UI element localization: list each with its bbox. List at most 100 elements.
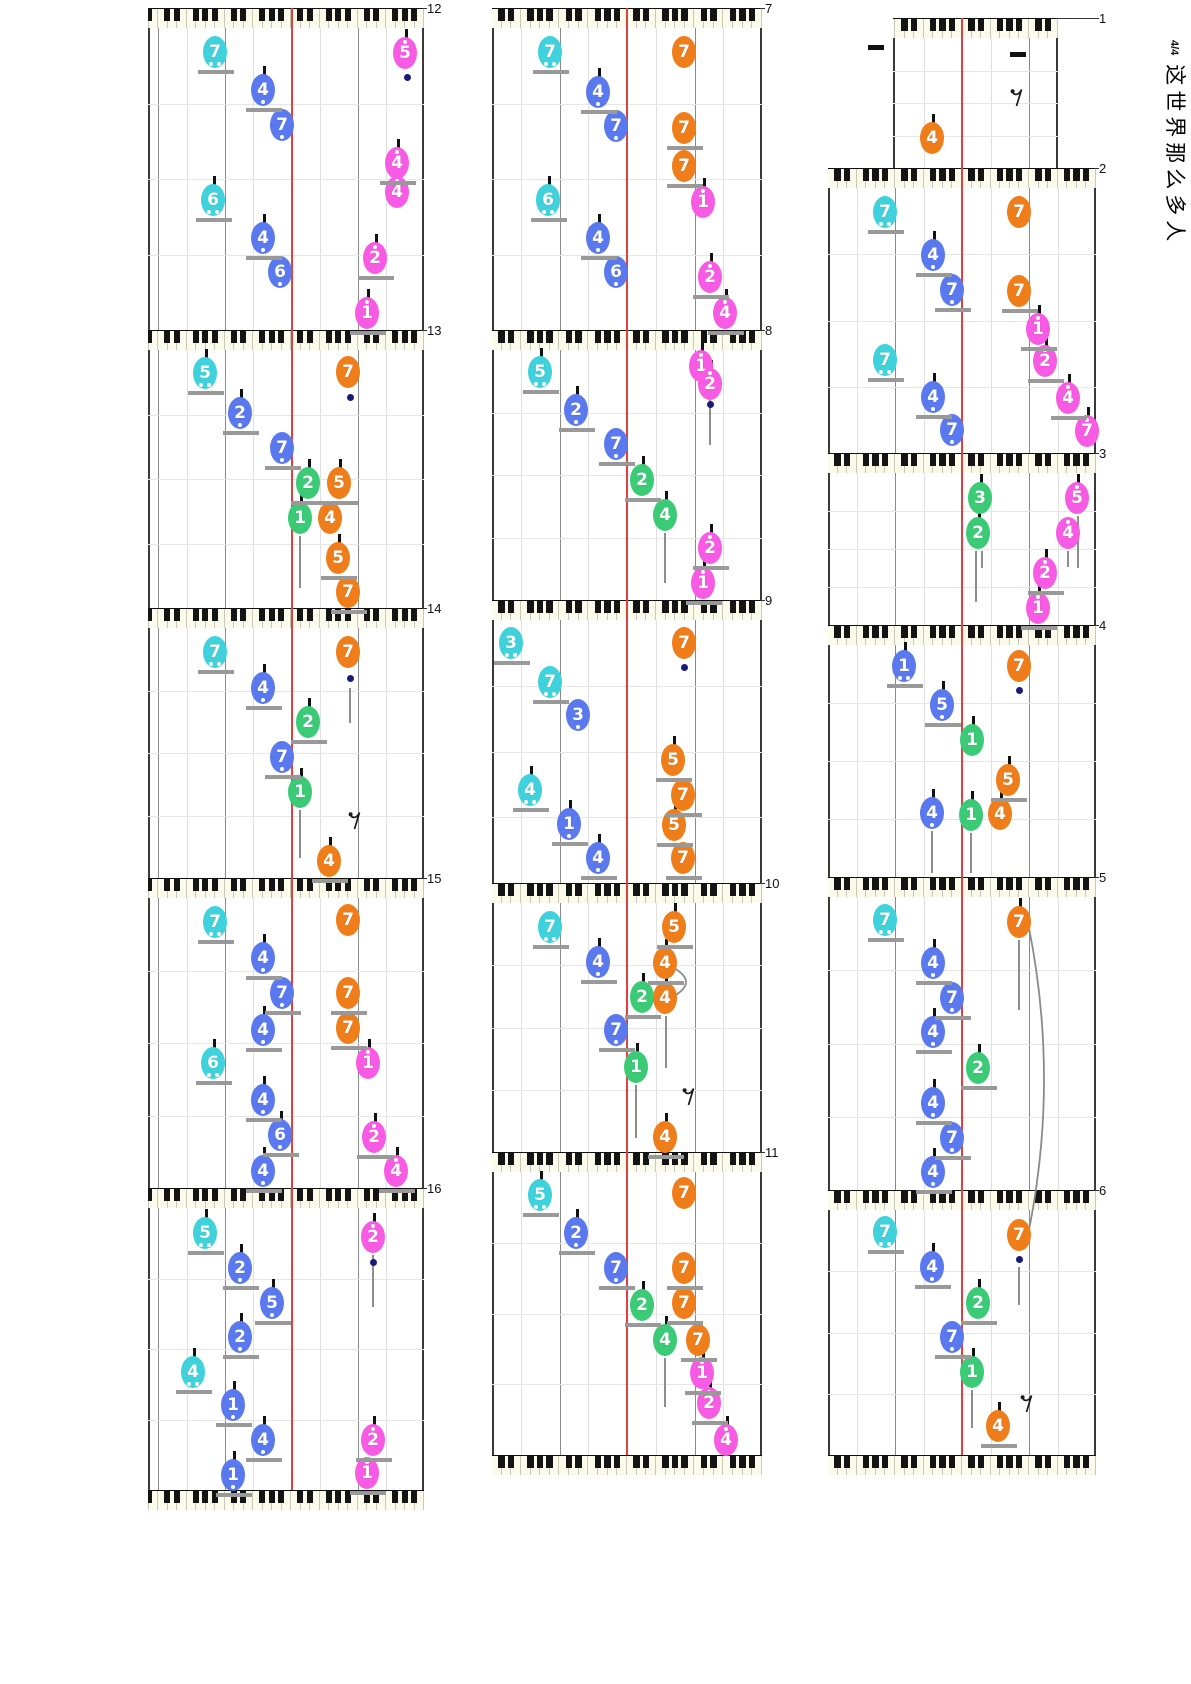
note-oval[interactable]: 5 <box>327 467 351 499</box>
note-oval[interactable]: 4 <box>986 1410 1010 1442</box>
note-oval[interactable]: 2 <box>630 1289 654 1321</box>
note-oval[interactable]: 4 <box>586 842 610 874</box>
note-oval[interactable]: 2 <box>361 1221 385 1253</box>
keyboard-strip[interactable] <box>893 18 1058 38</box>
note-oval[interactable]: 7 <box>270 109 294 141</box>
note-oval[interactable]: 4 <box>921 1016 945 1048</box>
note-oval[interactable]: 1 <box>892 650 916 682</box>
note-oval[interactable]: 5 <box>260 1287 284 1319</box>
note-oval[interactable]: 6 <box>268 1119 292 1151</box>
note-oval[interactable]: 3 <box>499 627 523 659</box>
note-oval[interactable]: 7 <box>336 576 360 608</box>
note-oval[interactable]: 7 <box>940 1122 964 1154</box>
note-oval[interactable]: 1 <box>960 1356 984 1388</box>
note-oval[interactable]: 4 <box>921 1087 945 1119</box>
note-oval[interactable]: 7 <box>538 666 562 698</box>
note-oval[interactable]: 2 <box>361 1424 385 1456</box>
note-oval[interactable]: 4 <box>920 1251 944 1283</box>
note-oval[interactable]: 4 <box>251 1424 275 1456</box>
note-oval[interactable]: 3 <box>968 482 992 514</box>
note-oval[interactable]: 7 <box>538 36 562 68</box>
note-oval[interactable]: 4 <box>653 1121 677 1153</box>
note-oval[interactable]: 6 <box>201 1047 225 1079</box>
note-oval[interactable]: 7 <box>672 1287 696 1319</box>
note-oval[interactable]: 5 <box>193 357 217 389</box>
keyboard-strip[interactable] <box>492 1455 762 1475</box>
note-oval[interactable]: 7 <box>1007 650 1031 682</box>
note-oval[interactable]: 4 <box>714 1424 738 1456</box>
note-oval[interactable]: 7 <box>604 1014 628 1046</box>
note-oval[interactable]: 7 <box>336 356 360 388</box>
note-oval[interactable]: 4 <box>586 222 610 254</box>
note-oval[interactable]: 7 <box>940 1321 964 1353</box>
note-oval[interactable]: 5 <box>1065 482 1089 514</box>
note-oval[interactable]: 7 <box>203 36 227 68</box>
note-oval[interactable]: 5 <box>661 744 685 776</box>
note-oval[interactable]: 5 <box>326 542 350 574</box>
note-oval[interactable]: 4 <box>251 1155 275 1187</box>
note-oval[interactable]: 2 <box>362 1121 386 1153</box>
note-oval[interactable]: 4 <box>920 797 944 829</box>
note-oval[interactable]: 7 <box>686 1324 710 1356</box>
note-oval[interactable]: 4 <box>988 798 1012 830</box>
note-oval[interactable]: 4 <box>921 947 945 979</box>
note-oval[interactable]: 5 <box>393 37 417 69</box>
note-oval[interactable]: 3 <box>566 699 590 731</box>
note-oval[interactable]: 2 <box>228 1252 252 1284</box>
note-oval[interactable]: 4 <box>920 122 944 154</box>
note-oval[interactable]: 5 <box>996 764 1020 796</box>
keyboard-strip[interactable] <box>492 1152 762 1172</box>
note-oval[interactable]: 2 <box>698 261 722 293</box>
note-oval[interactable]: 4 <box>653 982 677 1014</box>
note-oval[interactable]: 4 <box>713 297 737 329</box>
note-oval[interactable]: 1 <box>355 1457 379 1489</box>
note-oval[interactable]: 1 <box>355 297 379 329</box>
note-oval[interactable]: 7 <box>940 982 964 1014</box>
note-oval[interactable]: 7 <box>270 432 294 464</box>
keyboard-strip[interactable] <box>828 1455 1096 1475</box>
note-oval[interactable]: 2 <box>228 397 252 429</box>
note-oval[interactable]: 4 <box>251 672 275 704</box>
note-oval[interactable]: 2 <box>698 532 722 564</box>
note-oval[interactable]: 4 <box>318 502 342 534</box>
note-oval[interactable]: 7 <box>873 1216 897 1248</box>
note-oval[interactable]: 4 <box>384 1155 408 1187</box>
note-oval[interactable]: 7 <box>940 414 964 446</box>
note-oval[interactable]: 1 <box>624 1051 648 1083</box>
note-oval[interactable]: 2 <box>630 981 654 1013</box>
note-oval[interactable]: 7 <box>1007 1219 1031 1251</box>
note-oval[interactable]: 1 <box>691 567 715 599</box>
note-oval[interactable]: 7 <box>672 1177 696 1209</box>
note-oval[interactable]: 4 <box>251 1084 275 1116</box>
note-oval[interactable]: 4 <box>653 1324 677 1356</box>
note-oval[interactable]: 2 <box>1033 557 1057 589</box>
note-oval[interactable]: 1 <box>221 1389 245 1421</box>
note-oval[interactable]: 7 <box>1007 906 1031 938</box>
note-oval[interactable]: 4 <box>921 239 945 271</box>
note-oval[interactable]: 7 <box>672 1252 696 1284</box>
note-oval[interactable]: 4 <box>1056 382 1080 414</box>
note-oval[interactable]: 6 <box>536 184 560 216</box>
note-oval[interactable]: 4 <box>317 845 341 877</box>
note-oval[interactable]: 5 <box>528 356 552 388</box>
note-oval[interactable]: 5 <box>930 689 954 721</box>
note-oval[interactable]: 7 <box>203 636 227 668</box>
note-oval[interactable]: 7 <box>604 428 628 460</box>
note-oval[interactable]: 7 <box>672 627 696 659</box>
note-oval[interactable]: 1 <box>356 1047 380 1079</box>
note-oval[interactable]: 4 <box>586 76 610 108</box>
keyboard-strip[interactable] <box>148 608 424 628</box>
note-oval[interactable]: 2 <box>228 1321 252 1353</box>
note-oval[interactable]: 2 <box>363 242 387 274</box>
note-oval[interactable]: 1 <box>959 799 983 831</box>
note-oval[interactable]: 2 <box>966 517 990 549</box>
note-oval[interactable]: 5 <box>662 911 686 943</box>
keyboard-strip[interactable] <box>828 453 1096 473</box>
note-oval[interactable]: 1 <box>691 186 715 218</box>
note-oval[interactable]: 6 <box>604 256 628 288</box>
note-oval[interactable]: 2 <box>698 368 722 400</box>
note-oval[interactable]: 7 <box>270 977 294 1009</box>
note-oval[interactable]: 4 <box>921 381 945 413</box>
note-oval[interactable]: 7 <box>270 741 294 773</box>
note-oval[interactable]: 7 <box>336 977 360 1009</box>
